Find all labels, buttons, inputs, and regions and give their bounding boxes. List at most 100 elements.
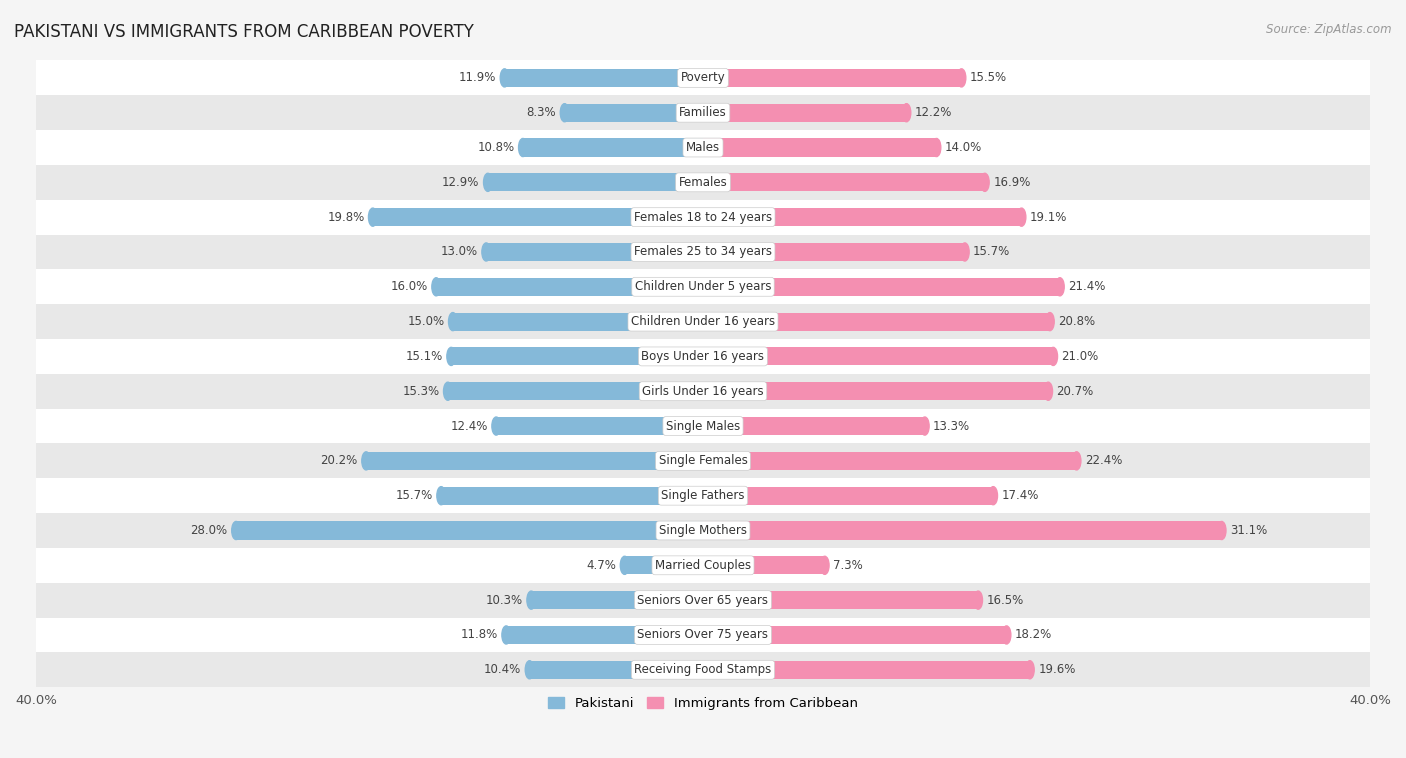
Bar <box>703 556 825 575</box>
Bar <box>453 312 703 330</box>
Circle shape <box>443 382 453 400</box>
Bar <box>703 661 1029 679</box>
Text: Receiving Food Stamps: Receiving Food Stamps <box>634 663 772 676</box>
Text: 13.3%: 13.3% <box>934 419 970 433</box>
Bar <box>451 347 703 365</box>
Text: Seniors Over 65 years: Seniors Over 65 years <box>637 594 769 606</box>
Text: Single Fathers: Single Fathers <box>661 489 745 503</box>
Bar <box>703 452 1077 470</box>
Text: Males: Males <box>686 141 720 154</box>
Text: Females 18 to 24 years: Females 18 to 24 years <box>634 211 772 224</box>
Text: Source: ZipAtlas.com: Source: ZipAtlas.com <box>1267 23 1392 36</box>
Text: Females: Females <box>679 176 727 189</box>
Circle shape <box>1025 661 1035 679</box>
Text: 15.0%: 15.0% <box>408 315 444 328</box>
Bar <box>703 104 907 122</box>
Bar <box>703 139 936 157</box>
Text: 10.3%: 10.3% <box>485 594 523 606</box>
Circle shape <box>519 139 527 157</box>
Text: Poverty: Poverty <box>681 71 725 84</box>
Text: 19.8%: 19.8% <box>328 211 364 224</box>
Legend: Pakistani, Immigrants from Caribbean: Pakistani, Immigrants from Caribbean <box>543 691 863 715</box>
Text: 20.8%: 20.8% <box>1059 315 1095 328</box>
Text: Children Under 16 years: Children Under 16 years <box>631 315 775 328</box>
Text: 31.1%: 31.1% <box>1230 524 1267 537</box>
Circle shape <box>988 487 997 505</box>
Circle shape <box>821 556 830 575</box>
Bar <box>496 417 703 435</box>
Bar <box>366 452 703 470</box>
Bar <box>37 548 1369 583</box>
Bar <box>488 174 703 191</box>
Bar <box>37 96 1369 130</box>
Circle shape <box>447 347 456 365</box>
Bar <box>37 269 1369 304</box>
Text: Families: Families <box>679 106 727 119</box>
Bar <box>703 591 979 609</box>
Text: Children Under 5 years: Children Under 5 years <box>634 280 772 293</box>
Circle shape <box>1002 626 1011 644</box>
Bar <box>37 513 1369 548</box>
Circle shape <box>361 452 370 470</box>
Circle shape <box>980 174 990 191</box>
Bar <box>703 208 1022 226</box>
Bar <box>441 487 703 505</box>
Bar <box>37 653 1369 688</box>
Text: 19.6%: 19.6% <box>1038 663 1076 676</box>
Bar <box>523 139 703 157</box>
Circle shape <box>437 487 446 505</box>
Bar <box>703 312 1050 330</box>
Circle shape <box>932 139 941 157</box>
Text: 10.8%: 10.8% <box>478 141 515 154</box>
Bar <box>37 165 1369 200</box>
Circle shape <box>492 417 501 435</box>
Circle shape <box>484 174 492 191</box>
Text: PAKISTANI VS IMMIGRANTS FROM CARIBBEAN POVERTY: PAKISTANI VS IMMIGRANTS FROM CARIBBEAN P… <box>14 23 474 41</box>
Text: 10.4%: 10.4% <box>484 663 522 676</box>
Circle shape <box>620 556 628 575</box>
Circle shape <box>960 243 969 261</box>
Text: 7.3%: 7.3% <box>834 559 863 572</box>
Circle shape <box>974 591 983 609</box>
Bar <box>703 174 984 191</box>
Bar <box>37 478 1369 513</box>
Text: 17.4%: 17.4% <box>1001 489 1039 503</box>
Bar <box>506 626 703 644</box>
Bar <box>531 591 703 609</box>
Circle shape <box>501 69 509 87</box>
Circle shape <box>527 591 536 609</box>
Circle shape <box>1017 208 1026 226</box>
Text: 16.0%: 16.0% <box>391 280 427 293</box>
Text: Females 25 to 34 years: Females 25 to 34 years <box>634 246 772 258</box>
Bar <box>703 522 1222 540</box>
Bar <box>37 409 1369 443</box>
Text: 15.3%: 15.3% <box>402 385 440 398</box>
Text: 15.7%: 15.7% <box>395 489 433 503</box>
Text: 12.9%: 12.9% <box>441 176 479 189</box>
Circle shape <box>526 661 534 679</box>
Text: Single Females: Single Females <box>658 454 748 468</box>
Bar <box>565 104 703 122</box>
Bar <box>505 69 703 87</box>
Bar <box>703 382 1049 400</box>
Bar <box>530 661 703 679</box>
Bar <box>703 347 1053 365</box>
Bar <box>703 277 1060 296</box>
Text: 15.7%: 15.7% <box>973 246 1011 258</box>
Bar <box>37 61 1369 96</box>
Text: Single Mothers: Single Mothers <box>659 524 747 537</box>
Circle shape <box>1049 347 1057 365</box>
Text: Boys Under 16 years: Boys Under 16 years <box>641 350 765 363</box>
Text: 15.5%: 15.5% <box>970 71 1007 84</box>
Text: 19.1%: 19.1% <box>1029 211 1067 224</box>
Text: 21.4%: 21.4% <box>1069 280 1105 293</box>
Text: 22.4%: 22.4% <box>1085 454 1122 468</box>
Text: 11.8%: 11.8% <box>461 628 498 641</box>
Circle shape <box>1056 277 1064 296</box>
Bar <box>37 339 1369 374</box>
Bar <box>703 243 965 261</box>
Text: 12.4%: 12.4% <box>450 419 488 433</box>
Circle shape <box>903 104 911 122</box>
Circle shape <box>1218 522 1226 540</box>
Circle shape <box>1073 452 1081 470</box>
